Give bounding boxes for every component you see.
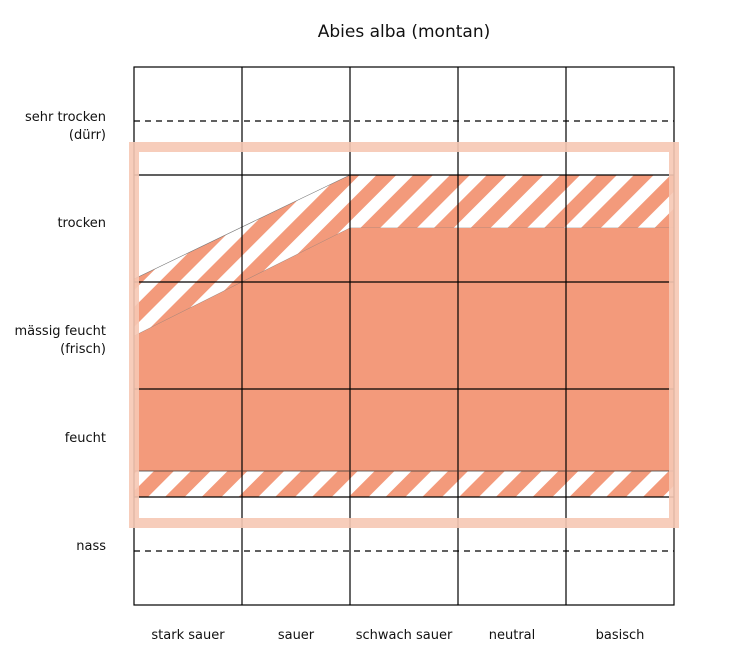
col-label-sauer: sauer [277, 628, 315, 643]
core-range [134, 228, 674, 471]
outer-range-frame [129, 142, 679, 528]
hatched-range-wet [134, 471, 674, 497]
col-label-schwach-sauer: schwach sauer [355, 628, 453, 643]
row-label-maessig-feucht: mässig feucht (frisch) [14, 324, 106, 357]
diagram-title: Abies alba (montan) [317, 22, 491, 42]
col-label-stark-sauer: stark sauer [151, 628, 225, 643]
col-label-neutral: neutral [488, 628, 536, 643]
col-label-basisch: basisch [595, 628, 645, 643]
row-label-sehr-trocken: sehr trocken (dürr) [24, 110, 106, 143]
row-label-trocken: trocken [57, 216, 106, 231]
row-label-nass: nass [76, 539, 106, 554]
dashed-subdivisions [134, 120, 674, 552]
row-label-feucht: feucht [64, 431, 106, 446]
grid [133, 66, 675, 606]
